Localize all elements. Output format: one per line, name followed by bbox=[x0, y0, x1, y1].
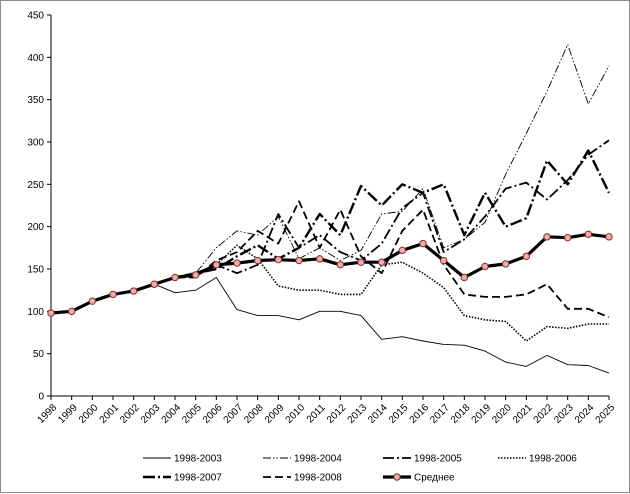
y-tick-label: 200 bbox=[27, 222, 44, 233]
x-tick-label: 2023 bbox=[552, 402, 576, 426]
x-tick-label: 2009 bbox=[263, 402, 287, 426]
x-tick-label: 1999 bbox=[56, 402, 80, 426]
x-tick-label: 2008 bbox=[242, 402, 266, 426]
series-line-1998-2007 bbox=[50, 149, 611, 315]
y-tick-label: 300 bbox=[27, 138, 44, 149]
y-tick-label: 250 bbox=[27, 180, 44, 191]
series-point bbox=[191, 271, 200, 279]
y-tick-label: 50 bbox=[33, 349, 45, 360]
legend-marker bbox=[393, 473, 401, 481]
series-line-1998-2004 bbox=[50, 44, 610, 314]
x-tick-label: 2012 bbox=[325, 402, 349, 426]
x-tick-label: 2025 bbox=[594, 402, 618, 426]
series-point bbox=[47, 309, 55, 317]
legend: 1998-2003 1998-2004 1998-2005 1998-2006 1998… bbox=[143, 454, 577, 484]
x-tick-label: 2014 bbox=[366, 402, 390, 426]
legend-label: 1998-2006 bbox=[529, 454, 577, 465]
series-point bbox=[522, 252, 531, 261]
x-tick-label: 2016 bbox=[408, 402, 432, 426]
axes: 0501001502002503003504004501998199920002… bbox=[27, 11, 617, 426]
series-point bbox=[481, 262, 489, 271]
series-point bbox=[274, 255, 283, 264]
series-point bbox=[460, 273, 469, 282]
x-tick-label: 2010 bbox=[284, 402, 308, 426]
series-point bbox=[109, 290, 117, 299]
x-tick-label: 2021 bbox=[511, 402, 535, 426]
y-tick-label: 450 bbox=[27, 11, 44, 22]
series-point bbox=[212, 261, 221, 269]
y-tick-label: 100 bbox=[27, 307, 44, 318]
series-point bbox=[336, 261, 345, 269]
series-point bbox=[584, 230, 593, 238]
series-point bbox=[439, 256, 448, 265]
y-tick-label: 400 bbox=[27, 53, 44, 64]
series-point bbox=[253, 256, 262, 265]
x-tick-label: 2003 bbox=[139, 402, 163, 426]
legend-label: 1998-2007 bbox=[174, 473, 222, 484]
x-tick-label: 2006 bbox=[201, 402, 225, 426]
x-tick-label: 2004 bbox=[160, 402, 184, 426]
x-tick-label: 2013 bbox=[346, 402, 370, 426]
series-point bbox=[377, 258, 386, 266]
series-point bbox=[357, 258, 365, 266]
series-point bbox=[605, 233, 613, 241]
x-tick-label: 2019 bbox=[470, 402, 494, 426]
legend-label: 1998-2008 bbox=[294, 473, 342, 484]
legend-label: 1998-2005 bbox=[414, 454, 462, 465]
x-tick-label: 2022 bbox=[532, 402, 556, 426]
series-point bbox=[88, 297, 97, 305]
x-tick-label: 2007 bbox=[222, 402, 246, 426]
legend-label: 1998-2003 bbox=[174, 454, 222, 465]
x-tick-label: 2005 bbox=[180, 402, 204, 426]
x-tick-label: 2024 bbox=[573, 402, 597, 426]
legend-label: Среднее bbox=[414, 473, 455, 484]
x-tick-label: 2002 bbox=[118, 402, 142, 426]
series-point bbox=[67, 307, 76, 316]
y-tick-label: 0 bbox=[38, 392, 44, 403]
x-tick-label: 2001 bbox=[98, 402, 122, 426]
series-point bbox=[150, 280, 159, 288]
series-point bbox=[295, 256, 303, 265]
x-tick-label: 2020 bbox=[490, 402, 514, 426]
series-layer bbox=[47, 44, 613, 374]
series-point bbox=[398, 246, 407, 255]
x-tick-label: 2017 bbox=[428, 402, 452, 426]
series-point bbox=[233, 259, 241, 267]
x-tick-label: 2000 bbox=[77, 402, 101, 426]
x-tick-label: 2011 bbox=[305, 402, 328, 425]
series-point bbox=[563, 233, 572, 242]
series-point bbox=[543, 233, 551, 241]
series-point bbox=[419, 239, 427, 248]
series-point bbox=[171, 273, 179, 282]
y-tick-label: 350 bbox=[27, 95, 44, 106]
x-tick-label: 2018 bbox=[449, 402, 473, 426]
x-tick-label: 2015 bbox=[387, 402, 411, 426]
x-tick-label: 1998 bbox=[36, 402, 60, 426]
legend-label: 1998-2004 bbox=[294, 454, 342, 465]
series-point bbox=[501, 260, 510, 268]
series-line-Среднее bbox=[50, 232, 610, 315]
series-point bbox=[129, 287, 138, 295]
y-tick-label: 150 bbox=[27, 265, 44, 276]
series-point bbox=[315, 255, 324, 263]
series-line-1998-2005 bbox=[50, 139, 610, 314]
